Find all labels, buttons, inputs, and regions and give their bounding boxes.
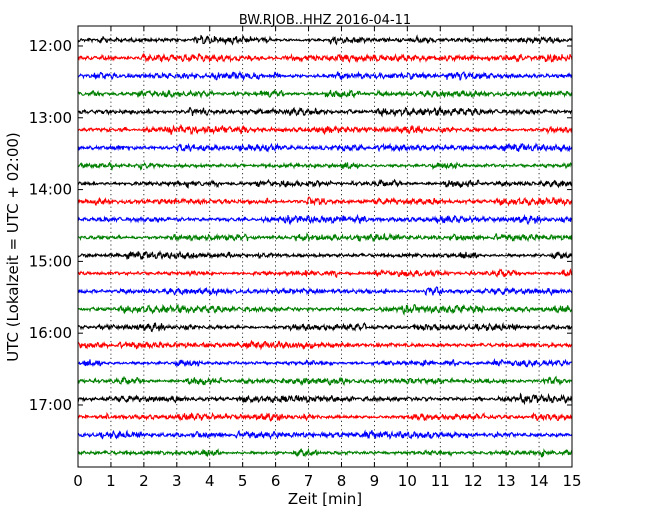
trace-line [77, 178, 573, 189]
trace-line [77, 52, 573, 64]
x-axis-label: Zeit [min] [288, 490, 362, 508]
trace-line [77, 123, 573, 136]
trace-line [77, 142, 573, 153]
y-tick-label: 17:00 [29, 396, 72, 414]
x-tick-label: 9 [370, 472, 380, 490]
trace-line [77, 232, 573, 243]
trace-line [77, 447, 573, 458]
x-tick-label: 4 [205, 472, 215, 490]
chart-title: BW.RJOB..HHZ 2016-04-11 [239, 13, 411, 28]
x-tick-label: 6 [271, 472, 281, 490]
trace-line [77, 213, 573, 226]
seismogram-traces [77, 34, 573, 458]
trace-line [77, 429, 573, 441]
trace-line [77, 106, 573, 118]
x-axis: 0 1 2 3 4 5 6 7 8 9 10 11 12 13 14 15 [73, 26, 582, 490]
y-tick-label: 14:00 [29, 181, 72, 199]
x-tick-label: 1 [106, 472, 116, 490]
trace-line [77, 161, 573, 171]
x-tick-label: 0 [73, 472, 83, 490]
trace-line [77, 357, 573, 368]
x-tick-label: 8 [337, 472, 347, 490]
x-tick-label: 13 [497, 472, 516, 490]
y-axis-label: UTC (Lokalzeit = UTC + 02:00) [4, 132, 22, 362]
trace-line [77, 411, 573, 423]
trace-line [77, 339, 573, 351]
trace-line [77, 286, 573, 297]
x-tick-label: 3 [172, 472, 182, 490]
y-tick-label: 12:00 [29, 37, 72, 55]
trace-line [77, 70, 573, 82]
trace-line [77, 321, 573, 333]
trace-line [77, 34, 573, 46]
trace-line [77, 250, 573, 260]
y-tick-label: 15:00 [29, 252, 72, 270]
x-tick-label: 10 [398, 472, 417, 490]
x-tick-label: 14 [530, 472, 549, 490]
x-tick-label: 2 [139, 472, 149, 490]
trace-line [77, 375, 573, 387]
trace-line [77, 196, 573, 207]
x-tick-label: 11 [431, 472, 450, 490]
x-tick-label: 12 [464, 472, 483, 490]
plot-frame [77, 25, 573, 468]
y-axis: 12:00 13:00 14:00 15:00 16:00 17:00 [29, 37, 572, 414]
x-tick-label: 5 [238, 472, 248, 490]
trace-line [77, 303, 573, 316]
trace-line [77, 268, 573, 278]
trace-line [77, 392, 573, 406]
y-tick-label: 16:00 [29, 324, 72, 342]
trace-line [77, 88, 573, 99]
x-tick-label: 7 [304, 472, 314, 490]
y-tick-label: 13:00 [29, 109, 72, 127]
x-tick-label: 15 [562, 472, 581, 490]
